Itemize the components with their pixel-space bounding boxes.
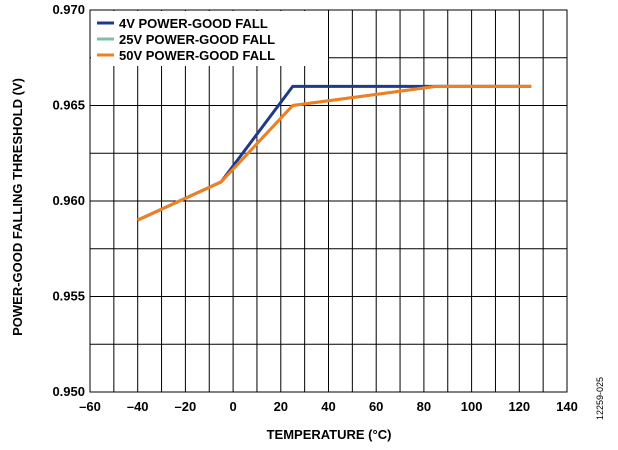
- x-tick-labels: –60 –40 –20 0 20 40 60 80 100 120 140: [79, 399, 578, 414]
- x-tick-label: 0: [229, 399, 236, 414]
- x-tick-label: –60: [79, 399, 101, 414]
- x-tick-label: 40: [321, 399, 335, 414]
- series-lines: [137, 84, 532, 222]
- y-tick-label: 0.965: [52, 98, 85, 113]
- series-line-3: [137, 84, 532, 222]
- x-tick-label: 80: [417, 399, 431, 414]
- x-tick-label: 100: [461, 399, 483, 414]
- figure-id: 12259-025: [595, 377, 605, 420]
- y-tick-label: 0.950: [52, 384, 85, 399]
- x-tick-label: 60: [369, 399, 383, 414]
- y-tick-label: 0.960: [52, 193, 85, 208]
- x-tick-label: 120: [508, 399, 530, 414]
- plot-frame: [89, 9, 568, 393]
- legend-label: 4V POWER-GOOD FALL: [119, 16, 268, 31]
- y-tick-label: 0.955: [52, 289, 85, 304]
- y-tick-labels: 0.950 0.955 0.960 0.965 0.970: [52, 2, 85, 399]
- x-tick-label: –20: [175, 399, 197, 414]
- x-tick-label: –40: [127, 399, 149, 414]
- x-axis-title: TEMPERATURE (°C): [267, 427, 392, 442]
- legend-label: 50V POWER-GOOD FALL: [119, 48, 275, 63]
- grid: [89, 9, 568, 393]
- y-tick-label: 0.970: [52, 2, 85, 17]
- y-axis-title: POWER-GOOD FALLING THRESHOLD (V): [10, 78, 25, 336]
- legend-label: 25V POWER-GOOD FALL: [119, 32, 275, 47]
- x-tick-label: 140: [556, 399, 578, 414]
- legend-box: [91, 11, 328, 66]
- x-tick-label: 20: [274, 399, 288, 414]
